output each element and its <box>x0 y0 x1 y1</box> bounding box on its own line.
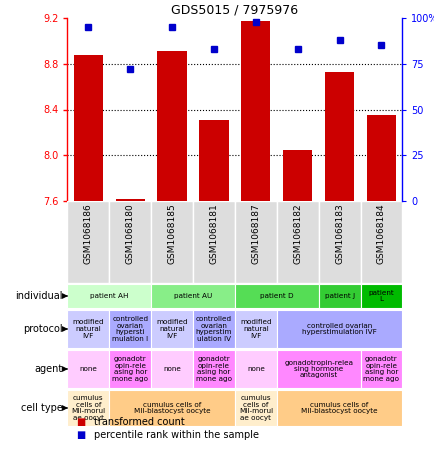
Text: patient AU: patient AU <box>174 293 212 299</box>
Text: modified
natural
IVF: modified natural IVF <box>240 319 271 338</box>
Text: gonadotr
opin-rele
asing hor
mone ago: gonadotr opin-rele asing hor mone ago <box>195 356 231 382</box>
Bar <box>276 310 401 348</box>
Text: gonadotr
opin-rele
asing hor
mone ago: gonadotr opin-rele asing hor mone ago <box>362 356 398 382</box>
Bar <box>109 201 151 283</box>
Bar <box>234 201 276 283</box>
Bar <box>234 310 276 348</box>
Text: patient D: patient D <box>260 293 293 299</box>
Text: ■: ■ <box>76 417 85 427</box>
Text: gonadotr
opin-rele
asing hor
mone ago: gonadotr opin-rele asing hor mone ago <box>112 356 148 382</box>
Bar <box>276 201 318 283</box>
Bar <box>73 55 103 201</box>
Text: individual: individual <box>15 291 62 301</box>
Bar <box>240 21 270 201</box>
Bar <box>67 350 109 388</box>
Text: ■: ■ <box>76 430 85 440</box>
Text: patient
L: patient L <box>368 290 393 302</box>
Text: GSM1068181: GSM1068181 <box>209 203 218 264</box>
Text: controlled
ovarian
hyperstim
ulation IV: controlled ovarian hyperstim ulation IV <box>195 316 232 342</box>
Text: GSM1068184: GSM1068184 <box>376 203 385 264</box>
Bar <box>360 350 401 388</box>
Bar <box>324 72 353 201</box>
Text: GSM1068182: GSM1068182 <box>293 203 302 264</box>
Text: cumulus cells of
MII-blastocyst oocyte: cumulus cells of MII-blastocyst oocyte <box>134 402 210 414</box>
Text: controlled ovarian
hyperstimulation IVF: controlled ovarian hyperstimulation IVF <box>302 323 376 335</box>
Text: agent: agent <box>34 364 62 374</box>
Bar <box>318 201 360 283</box>
Bar <box>151 310 193 348</box>
Text: percentile rank within the sample: percentile rank within the sample <box>93 430 258 440</box>
Bar <box>318 284 360 308</box>
Text: controlled
ovarian
hypersti
mulation I: controlled ovarian hypersti mulation I <box>112 316 148 342</box>
Text: cell type: cell type <box>20 403 62 413</box>
Text: patient J: patient J <box>324 293 354 299</box>
Bar <box>151 350 193 388</box>
Bar <box>276 350 360 388</box>
Title: GDS5015 / 7975976: GDS5015 / 7975976 <box>171 4 298 17</box>
Text: cumulus cells of
MII-blastocyst oocyte: cumulus cells of MII-blastocyst oocyte <box>301 402 377 414</box>
Bar <box>234 284 318 308</box>
Text: GSM1068185: GSM1068185 <box>167 203 176 264</box>
Text: none: none <box>79 366 97 372</box>
Bar <box>234 350 276 388</box>
Bar <box>67 390 109 426</box>
Bar <box>234 390 276 426</box>
Bar <box>67 310 109 348</box>
Bar <box>151 201 193 283</box>
Bar <box>360 201 401 283</box>
Bar <box>109 390 234 426</box>
Text: GSM1068187: GSM1068187 <box>251 203 260 264</box>
Text: transformed count: transformed count <box>93 417 184 427</box>
Bar <box>67 284 151 308</box>
Text: GSM1068180: GSM1068180 <box>125 203 135 264</box>
Text: patient AH: patient AH <box>90 293 128 299</box>
Text: GSM1068186: GSM1068186 <box>84 203 92 264</box>
Bar <box>276 390 401 426</box>
Text: gonadotropin-relea
sing hormone
antagonist: gonadotropin-relea sing hormone antagoni… <box>283 360 352 379</box>
Bar <box>366 115 395 201</box>
Bar <box>283 149 312 201</box>
Bar <box>360 284 401 308</box>
Text: cumulus
cells of
MII-morul
ae oocyt: cumulus cells of MII-morul ae oocyt <box>238 395 272 421</box>
Bar <box>193 350 234 388</box>
Text: GSM1068183: GSM1068183 <box>334 203 343 264</box>
Bar <box>193 201 234 283</box>
Bar <box>109 310 151 348</box>
Text: modified
natural
IVF: modified natural IVF <box>72 319 104 338</box>
Text: protocol: protocol <box>23 324 62 334</box>
Bar <box>157 51 186 201</box>
Bar <box>193 310 234 348</box>
Bar <box>151 284 234 308</box>
Bar <box>199 120 228 201</box>
Text: modified
natural
IVF: modified natural IVF <box>156 319 187 338</box>
Bar <box>115 199 145 201</box>
Bar <box>109 350 151 388</box>
Text: none: none <box>163 366 181 372</box>
Text: cumulus
cells of
MII-morul
ae oocyt: cumulus cells of MII-morul ae oocyt <box>71 395 105 421</box>
Bar <box>67 201 109 283</box>
Text: none: none <box>247 366 264 372</box>
